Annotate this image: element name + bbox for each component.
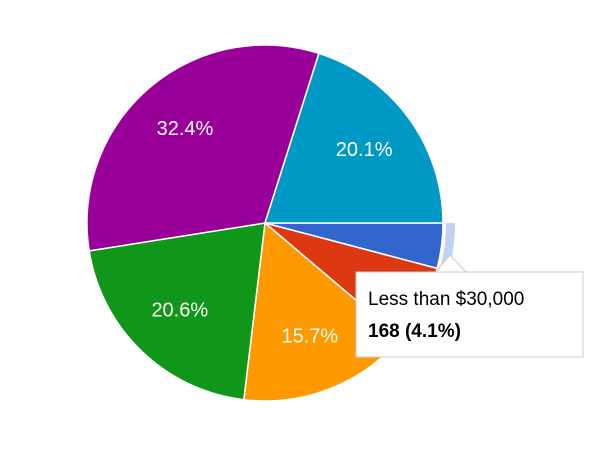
slice [88,222,266,401]
slice [86,44,320,252]
slice [263,52,444,224]
slice-label: 32.4% [157,118,214,140]
tooltip-joint [431,273,471,276]
slice-label: 20.1% [336,139,393,161]
tooltip-box [355,271,584,358]
tooltip-pointer [431,254,471,277]
slice-label: 15.7% [281,326,338,348]
labels: 15.7% 20.6% 32.4% 20.1% [151,118,392,347]
tooltip: Less than $30,000 168 (4.1%) [355,254,584,358]
tooltip-title: Less than $30,000 [368,289,524,310]
slice-label: 20.6% [151,300,208,322]
tooltip-value: 168 (4.1%) [368,321,461,342]
